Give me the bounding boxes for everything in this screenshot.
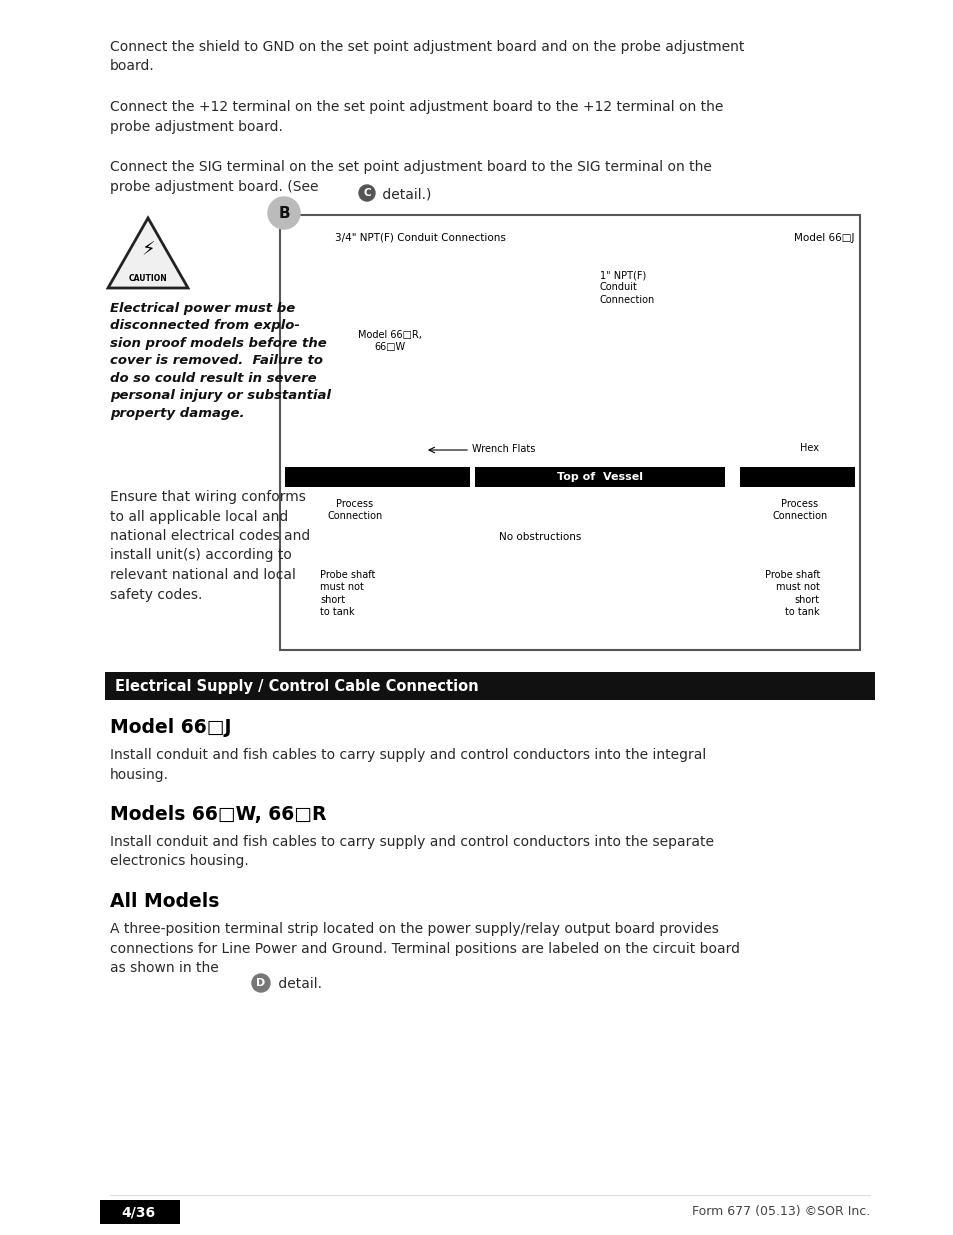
Text: Top of  Vessel: Top of Vessel <box>557 472 642 482</box>
Text: Wrench Flats: Wrench Flats <box>472 445 535 454</box>
Circle shape <box>268 198 299 228</box>
Text: Probe shaft
must not
short
to tank: Probe shaft must not short to tank <box>763 571 820 618</box>
Text: Model 66□J: Model 66□J <box>110 718 232 737</box>
Text: 4/36: 4/36 <box>121 1205 155 1219</box>
Text: Form 677 (05.13) ©SOR Inc.: Form 677 (05.13) ©SOR Inc. <box>691 1205 869 1219</box>
Text: detail.: detail. <box>274 977 322 990</box>
Text: D: D <box>256 978 265 988</box>
Text: All Models: All Models <box>110 892 219 911</box>
Text: A three-position terminal strip located on the power supply/relay output board p: A three-position terminal strip located … <box>110 923 740 974</box>
Text: B: B <box>278 205 290 221</box>
Text: Electrical power must be
disconnected from explo-
sion proof models before the
c: Electrical power must be disconnected fr… <box>110 303 331 420</box>
Circle shape <box>358 185 375 201</box>
Polygon shape <box>108 219 188 288</box>
Text: Model 66□J: Model 66□J <box>794 233 854 243</box>
Text: Hex: Hex <box>800 443 818 453</box>
FancyBboxPatch shape <box>285 467 470 487</box>
Text: Connect the SIG terminal on the set point adjustment board to the SIG terminal o: Connect the SIG terminal on the set poin… <box>110 161 711 194</box>
Text: CAUTION: CAUTION <box>129 274 167 283</box>
Text: Probe shaft
must not
short
to tank: Probe shaft must not short to tank <box>319 571 375 618</box>
Circle shape <box>252 974 270 992</box>
Text: Connect the shield to GND on the set point adjustment board and on the probe adj: Connect the shield to GND on the set poi… <box>110 40 743 74</box>
Text: Install conduit and fish cables to carry supply and control conductors into the : Install conduit and fish cables to carry… <box>110 748 705 782</box>
Text: Ensure that wiring conforms
to all applicable local and
national electrical code: Ensure that wiring conforms to all appli… <box>110 490 310 601</box>
FancyBboxPatch shape <box>100 1200 180 1224</box>
Text: detail.): detail.) <box>377 186 431 201</box>
Text: Electrical Supply / Control Cable Connection: Electrical Supply / Control Cable Connec… <box>115 678 478 694</box>
Text: No obstructions: No obstructions <box>498 532 580 542</box>
FancyBboxPatch shape <box>280 215 859 650</box>
FancyBboxPatch shape <box>740 467 854 487</box>
Text: 1" NPT(F)
Conduit
Connection: 1" NPT(F) Conduit Connection <box>599 270 655 305</box>
Text: C: C <box>363 188 371 198</box>
Text: ⚡: ⚡ <box>141 240 154 259</box>
Text: 3/4" NPT(F) Conduit Connections: 3/4" NPT(F) Conduit Connections <box>335 233 505 243</box>
Text: Process
Connection: Process Connection <box>772 499 827 521</box>
FancyBboxPatch shape <box>105 672 874 700</box>
Text: Connect the +12 terminal on the set point adjustment board to the +12 terminal o: Connect the +12 terminal on the set poin… <box>110 100 722 133</box>
Text: Model 66□R,
66□W: Model 66□R, 66□W <box>357 330 421 352</box>
Text: Process
Connection: Process Connection <box>327 499 382 521</box>
Text: Models 66□W, 66□R: Models 66□W, 66□R <box>110 805 326 824</box>
Text: Install conduit and fish cables to carry supply and control conductors into the : Install conduit and fish cables to carry… <box>110 835 713 868</box>
FancyBboxPatch shape <box>475 467 724 487</box>
